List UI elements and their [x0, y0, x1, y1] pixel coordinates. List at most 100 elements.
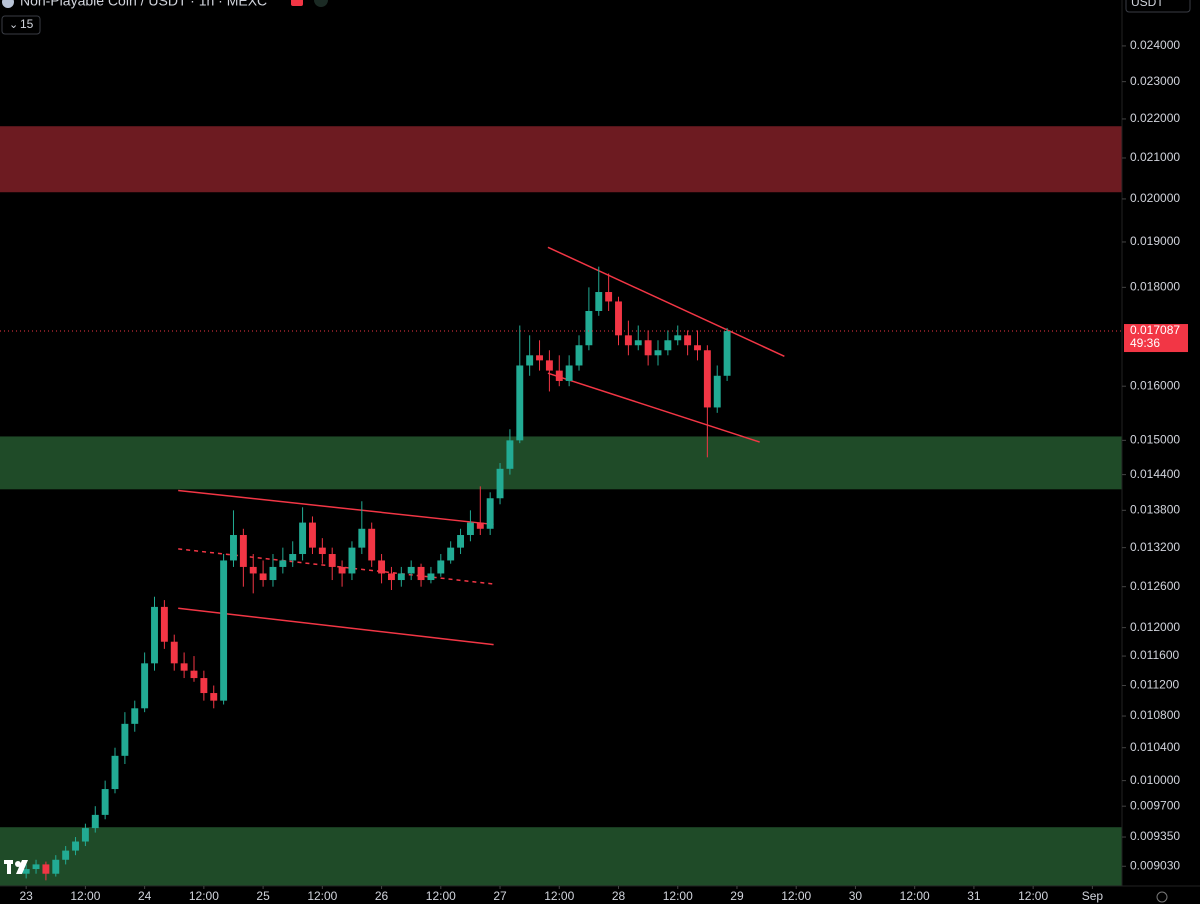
- y-tick-label: 0.018000: [1130, 280, 1180, 294]
- trendline: [547, 372, 760, 443]
- x-tick-label: 26: [375, 889, 389, 903]
- candle-body: [170, 641, 178, 664]
- y-tick-label: 0.020000: [1130, 191, 1180, 205]
- indicator-toggle[interactable]: [1, 15, 41, 35]
- candle-body: [713, 375, 721, 408]
- y-tick-label: 0.021000: [1130, 150, 1180, 164]
- flag-icon[interactable]: [291, 0, 303, 6]
- candle-body: [674, 335, 682, 341]
- candle-body: [595, 292, 603, 311]
- candle-body: [516, 365, 524, 441]
- candle-body: [664, 340, 672, 351]
- y-tick-label: 0.011600: [1130, 648, 1179, 662]
- x-tick-label: 12:00: [544, 889, 574, 903]
- last-price-badge: [1124, 324, 1188, 353]
- candle-body: [180, 663, 188, 671]
- candle-body: [723, 331, 731, 376]
- candle-body: [121, 723, 129, 756]
- y-tick-label: 0.013200: [1130, 540, 1180, 554]
- currency-select[interactable]: [1125, 0, 1191, 13]
- candle-body: [407, 566, 415, 574]
- candle-body: [62, 850, 70, 860]
- x-tick-label: 12:00: [426, 889, 456, 903]
- candle-body: [417, 566, 425, 581]
- candle-body: [279, 560, 287, 567]
- candle-body: [190, 670, 198, 679]
- candle-body: [555, 370, 563, 381]
- y-tick-label: 0.015000: [1130, 433, 1180, 447]
- candle-body: [348, 547, 356, 574]
- candle-body: [634, 340, 642, 346]
- zone: [0, 436, 1122, 490]
- candle-body: [358, 528, 366, 548]
- candle-body: [575, 345, 583, 366]
- y-tick-label: 0.013800: [1130, 503, 1180, 517]
- candle-body: [328, 554, 336, 567]
- tv-logo: [4, 860, 28, 874]
- candle-body: [703, 350, 711, 408]
- x-tick-label: 23: [19, 889, 33, 903]
- last-price-label: 0.017087: [1130, 323, 1180, 337]
- y-tick-label: 0.010800: [1130, 708, 1180, 722]
- candle-body: [289, 554, 297, 561]
- zone: [0, 126, 1122, 193]
- y-tick-label: 0.009030: [1130, 858, 1180, 872]
- y-tick-label: 0.024000: [1130, 38, 1180, 52]
- y-tick-label: 0.022000: [1130, 111, 1180, 125]
- candle-body: [22, 869, 30, 874]
- trendline: [178, 489, 494, 526]
- settings-icon[interactable]: [1156, 891, 1168, 903]
- candle-body: [318, 547, 326, 555]
- y-tick-label: 0.019000: [1130, 234, 1180, 248]
- y-tick-label: 0.012600: [1130, 579, 1180, 593]
- candle-body: [81, 828, 89, 842]
- x-tick-label: 12:00: [781, 889, 811, 903]
- y-tick-label: 0.014400: [1130, 467, 1180, 481]
- chevron: ⌄: [9, 19, 18, 31]
- candle-body: [101, 789, 109, 815]
- candle-body: [72, 841, 79, 851]
- candle-body: [230, 535, 237, 561]
- candle-body: [536, 355, 543, 361]
- candle-body: [309, 522, 316, 548]
- candle-body: [151, 606, 158, 664]
- y-tick-label: 0.011200: [1130, 678, 1179, 692]
- candle-body: [220, 560, 228, 701]
- candle-body: [378, 560, 386, 574]
- candle-body: [397, 573, 405, 581]
- candle-body: [694, 345, 701, 351]
- candle-body: [259, 573, 267, 581]
- candle-body: [615, 301, 622, 336]
- x-tick-label: 31: [967, 889, 981, 903]
- trendline: [178, 607, 494, 646]
- x-tick-label: 12:00: [307, 889, 337, 903]
- x-tick-label: 12:00: [663, 889, 693, 903]
- trendline: [547, 246, 785, 357]
- y-tick-label: 0.009700: [1130, 798, 1180, 812]
- candle-body: [427, 573, 435, 581]
- y-tick-label: 0.016000: [1130, 378, 1180, 392]
- x-tick-label: 12:00: [70, 889, 100, 903]
- candle-body: [269, 566, 277, 581]
- candle-body: [111, 755, 119, 790]
- y-tick-label: 0.012000: [1130, 620, 1180, 634]
- status-dot: [314, 0, 328, 7]
- candle-body: [42, 864, 50, 874]
- candle-body: [605, 292, 613, 302]
- candle-body: [684, 335, 692, 346]
- candle-body: [644, 340, 652, 356]
- candle-body: [437, 560, 445, 574]
- candle-body: [476, 522, 484, 529]
- candle-body: [210, 693, 218, 701]
- candle-body: [141, 663, 149, 709]
- candle-body: [624, 335, 632, 346]
- trendline: [178, 548, 494, 585]
- indicator-count: 15: [20, 17, 34, 31]
- candle-body: [338, 566, 346, 574]
- symbol-title: Non-Playable Coin / USDT · 1h · MEXC: [20, 0, 267, 9]
- y-tick-label: 0.023000: [1130, 74, 1180, 88]
- x-tick-label: 28: [612, 889, 626, 903]
- candle-body: [200, 678, 208, 694]
- plot-area: [0, 126, 1122, 886]
